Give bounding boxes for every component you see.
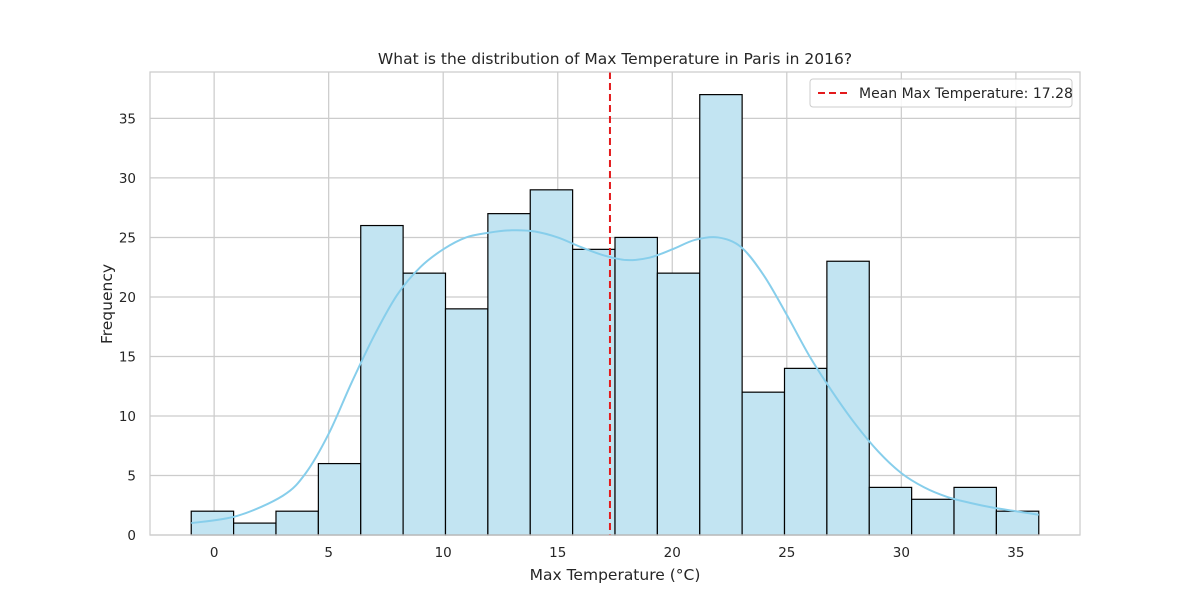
- y-axis-label: Frequency: [98, 264, 116, 344]
- y-tick-label: 35: [119, 111, 136, 127]
- kde-curve-group: [191, 229, 1039, 525]
- y-tick-label: 15: [119, 349, 136, 365]
- histogram-bar: [911, 498, 955, 536]
- histogram-bar: [402, 272, 447, 536]
- histogram-bar: [699, 94, 743, 536]
- y-tick-labels: 0 5 10 15 20 25 30 35: [119, 111, 136, 544]
- histogram-bar: [953, 486, 997, 536]
- y-tick-label: 5: [127, 468, 136, 484]
- histogram-bar: [656, 272, 701, 536]
- x-axis-label: Max Temperature (°C): [530, 566, 701, 584]
- x-tick-label: 35: [1007, 545, 1024, 561]
- histogram-bar: [233, 522, 277, 536]
- legend-label-mean: Mean Max Temperature: 17.28: [859, 86, 1073, 102]
- legend: Mean Max Temperature: 17.28: [809, 78, 1073, 108]
- histogram-bar: [614, 236, 658, 536]
- x-tick-labels: 0 5 10 15 20 25 30 35: [210, 545, 1025, 561]
- y-tick-label: 20: [119, 290, 136, 306]
- histogram-bar: [529, 189, 574, 536]
- y-tick-label: 25: [119, 230, 136, 246]
- legend-box: [809, 78, 1073, 108]
- x-tick-label: 10: [435, 545, 452, 561]
- histogram-bar: [572, 248, 616, 536]
- histogram-bar: [360, 224, 404, 536]
- histogram-bar: [444, 308, 489, 536]
- x-tick-label: 30: [893, 545, 910, 561]
- x-tick-label: 20: [664, 545, 681, 561]
- x-tick-label: 15: [549, 545, 566, 561]
- x-tick-label: 5: [324, 545, 333, 561]
- histogram-bar: [487, 213, 531, 536]
- x-tick-label: 25: [778, 545, 795, 561]
- y-tick-label: 10: [119, 409, 136, 425]
- y-tick-label: 0: [127, 528, 136, 544]
- histogram-bar: [275, 510, 319, 536]
- histogram-bar: [783, 367, 828, 536]
- plot-frame: [149, 71, 1081, 536]
- histogram-bar: [741, 391, 786, 536]
- histogram-bar: [868, 486, 913, 536]
- x-tick-label: 0: [210, 545, 219, 561]
- histogram-bar: [826, 260, 870, 536]
- kde-curve: [191, 229, 1039, 525]
- y-tick-label: 30: [119, 171, 136, 187]
- chart-title: What is the distribution of Max Temperat…: [378, 50, 852, 68]
- histogram-bars: [190, 94, 1040, 536]
- histogram-bar: [317, 462, 362, 536]
